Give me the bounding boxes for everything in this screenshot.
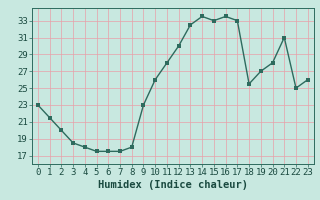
X-axis label: Humidex (Indice chaleur): Humidex (Indice chaleur) xyxy=(98,180,248,190)
